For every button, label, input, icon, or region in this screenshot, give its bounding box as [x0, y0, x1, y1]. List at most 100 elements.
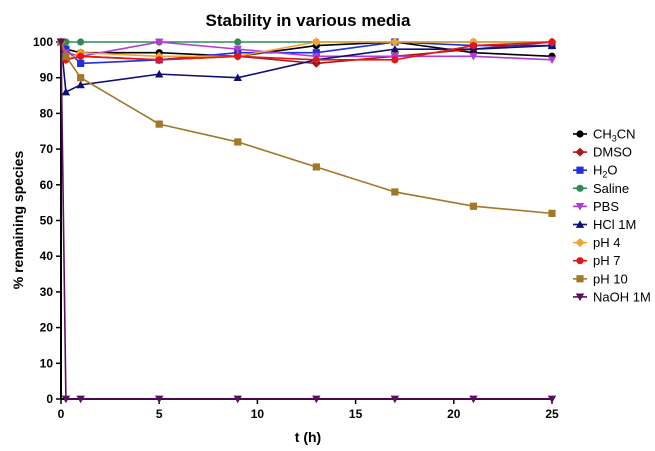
legend-marker	[575, 147, 585, 157]
data-point-ph-10	[77, 74, 85, 82]
legend-label: DMSO	[593, 145, 632, 160]
legend-label-subscript: 3	[612, 134, 617, 144]
legend-label: NaOH 1M	[593, 289, 651, 304]
legend-item-h2o: H2O	[573, 163, 618, 180]
data-point-ph-10	[234, 138, 242, 146]
y-tick-label: 90	[40, 71, 54, 85]
legend-item-naoh-1m: NaOH 1M	[573, 289, 651, 304]
data-point-naoh-1m	[312, 395, 321, 404]
legend-marker	[575, 238, 585, 248]
data-point-naoh-1m	[61, 395, 71, 404]
data-point-naoh-1m	[155, 395, 164, 404]
legend-label-main: PBS	[593, 199, 619, 214]
legend-label: pH 7	[593, 253, 620, 268]
data-point-hcl-1m	[76, 80, 85, 89]
data-point-ph-10	[548, 209, 556, 217]
y-axis-label: % remaining species	[10, 151, 26, 290]
legend-label: pH 4	[593, 235, 620, 250]
data-point-ph-7	[312, 56, 320, 64]
legend-marker	[575, 220, 585, 228]
data-point-ph-7	[77, 52, 85, 60]
x-tick-label: 25	[545, 407, 559, 421]
data-point-ph-4	[311, 37, 321, 47]
data-point-ph-4	[390, 37, 400, 47]
legend-item-ph-10: pH 10	[573, 271, 628, 286]
data-point-saline	[234, 38, 242, 46]
x-tick-label: 10	[251, 407, 265, 421]
data-point-hcl-1m	[61, 87, 71, 96]
y-tick-label: 20	[40, 321, 54, 335]
data-point-ph-7	[548, 38, 556, 46]
x-tick-label: 15	[349, 407, 363, 421]
series-line-hcl-1m	[60, 41, 553, 94]
legend-marker	[576, 275, 584, 283]
legend-label-main: pH 10	[593, 271, 628, 286]
legend-item-saline: Saline	[573, 181, 629, 196]
legend-marker	[576, 130, 584, 138]
data-point-ph-10	[312, 163, 320, 171]
legend-item-ph-7: pH 7	[573, 253, 620, 268]
data-point-ph-10	[155, 120, 163, 128]
legend-label-tail: O	[607, 163, 617, 178]
data-point-h2o	[62, 45, 70, 53]
legend-label-main: pH 7	[593, 253, 620, 268]
x-axis-label: t (h)	[295, 429, 321, 445]
data-point-pbs	[155, 38, 164, 47]
legend-label: PBS	[593, 199, 619, 214]
data-point-pbs	[233, 45, 242, 54]
y-tick-label: 10	[40, 356, 54, 370]
axes: 0 10 20 30 40 50 60 70 80 90 100 0 5 10 15 20 25	[33, 35, 559, 421]
legend-marker	[576, 184, 584, 192]
data-point-hcl-1m	[390, 44, 400, 53]
y-tick-label: 60	[40, 178, 54, 192]
y-tick-label: 70	[40, 142, 54, 156]
legend-label-subscript: 2	[602, 170, 607, 180]
series-line-ph-10	[60, 41, 553, 215]
y-tick-label: 40	[40, 249, 54, 263]
legend-marker	[575, 203, 585, 211]
data-point-ph-7	[155, 56, 163, 64]
data-point-h2o	[77, 59, 85, 68]
series-hcl-1m	[56, 37, 557, 96]
y-tick-label: 50	[40, 214, 54, 228]
legend-marker	[576, 166, 584, 174]
data-point-h2o	[312, 49, 320, 57]
legend-item-ph-4: pH 4	[573, 235, 620, 250]
data-point-ph-7	[234, 52, 242, 60]
legend-label-main: CH	[593, 127, 612, 142]
legend-label-tail: CN	[617, 127, 636, 142]
x-tick-label: 5	[156, 407, 163, 421]
legend-label-main: HCl 1M	[593, 217, 636, 232]
legend-label: pH 10	[593, 271, 628, 286]
data-point-naoh-1m	[56, 38, 66, 47]
legend-marker	[576, 257, 584, 265]
y-tick-label: 30	[40, 285, 54, 299]
data-point-ph-10	[391, 188, 399, 196]
data-point-pbs	[469, 52, 478, 61]
legend-label-main: H	[593, 163, 602, 178]
chart-title: Stability in various media	[205, 11, 411, 30]
legend-marker	[575, 293, 585, 302]
data-point-ph-7	[469, 41, 478, 50]
x-tick-label: 0	[58, 407, 65, 421]
data-point-ph-10	[469, 202, 478, 210]
data-point-hcl-1m	[233, 73, 242, 82]
legend-label-main: Saline	[593, 181, 629, 196]
y-tick-label: 100	[33, 35, 53, 49]
y-tick-label: 0	[46, 392, 53, 406]
legend-label: HCl 1M	[593, 217, 636, 232]
legend-label-main: DMSO	[593, 145, 632, 160]
data-point-hcl-1m	[155, 69, 164, 78]
legend-label-main: pH 4	[593, 235, 620, 250]
series-naoh-1m	[56, 38, 557, 404]
series-ph-10	[57, 38, 556, 217]
legend-label: Saline	[593, 181, 629, 196]
data-point-ph-10	[62, 52, 70, 60]
legend-label: CH3CN	[593, 127, 636, 144]
y-tick-label: 80	[40, 106, 54, 120]
legend-item-ch3cn: CH3CN	[573, 127, 636, 144]
data-point-saline	[77, 38, 85, 46]
data-point-naoh-1m	[469, 395, 478, 404]
